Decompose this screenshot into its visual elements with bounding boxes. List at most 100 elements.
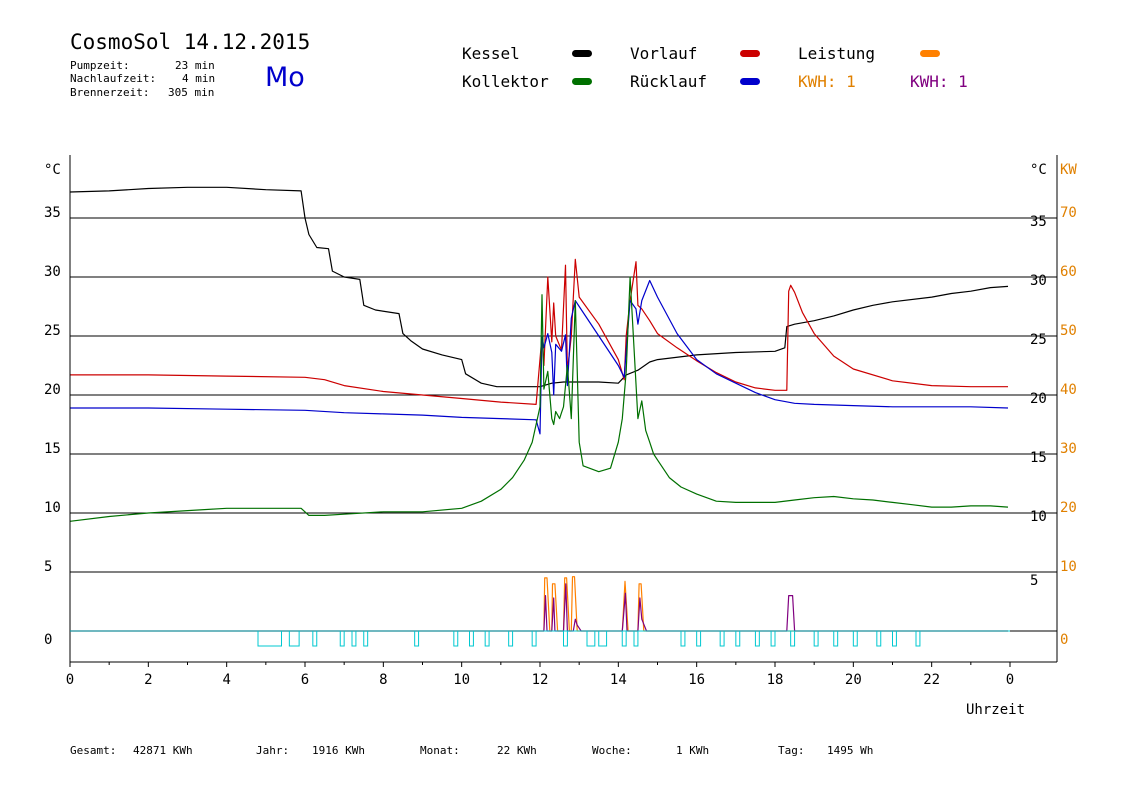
pump-pulse (735, 630, 741, 647)
pump-pulse (833, 630, 839, 647)
legend-kessel-swatch (572, 50, 592, 57)
pump-pulse (469, 630, 474, 647)
y-tick-label-left: 35 (44, 205, 61, 221)
pump-pulse (876, 630, 882, 647)
pump-pulse (719, 630, 725, 647)
chart-series (69, 186, 1009, 647)
y-tick-label-kw: 20 (1060, 500, 1077, 516)
series-line-kollektor (69, 276, 1009, 522)
y-tick-label-right: 30 (1030, 273, 1047, 289)
pump-pulse (288, 630, 300, 647)
footer-jahr-value: 1916 KWh (312, 744, 365, 757)
pumpzeit-label: Pumpzeit: (70, 59, 130, 72)
x-tick-label: 22 (923, 672, 940, 688)
pump-pulse (633, 630, 639, 647)
legend-kollektor-label: Kollektor (462, 72, 549, 91)
pump-pulse (339, 630, 345, 647)
y-axis-label-kw: KW (1060, 162, 1077, 178)
footer-tag-label: Tag: (778, 744, 805, 757)
page-title: CosmoSol 14.12.2015 (70, 30, 311, 54)
footer-gesamt-value: 42871 KWh (133, 744, 193, 757)
legend-leistung-swatch (920, 50, 940, 57)
x-tick-label: 16 (688, 672, 705, 688)
y-tick-label-kw: 70 (1060, 205, 1077, 221)
legend-ruecklauf-swatch (740, 78, 760, 85)
x-tick-label: 18 (767, 672, 784, 688)
pump-pulse (915, 630, 921, 647)
footer-monat-label: Monat: (420, 744, 460, 757)
series-line-vorlauf (70, 258, 1008, 405)
x-tick-label: 14 (610, 672, 627, 688)
pump-pulse (312, 630, 318, 647)
pump-pulse (813, 630, 819, 647)
legend-kwh1-label: KWH: 1 (798, 72, 856, 91)
footer-woche-label: Woche: (592, 744, 632, 757)
y-tick-label-right: 5 (1030, 573, 1038, 589)
pump-pulse (484, 630, 490, 647)
legend-kwh2-label: KWH: 1 (910, 72, 968, 91)
pump-pulse (598, 630, 608, 647)
pump-pulse (696, 630, 702, 647)
pump-pulse (892, 630, 897, 647)
legend-ruecklauf-label: Rücklauf (630, 72, 708, 91)
footer-woche-value: 1 KWh (676, 744, 710, 757)
legend-leistung-label: Leistung (798, 44, 876, 63)
nachlauf-value: 4 min (182, 72, 216, 85)
series-line-kessel (69, 186, 1009, 388)
x-tick-label: 6 (301, 672, 309, 688)
y-tick-label-left: 30 (44, 264, 61, 280)
footer-gesamt-label: Gesamt: (70, 744, 117, 757)
x-tick-label: 4 (222, 672, 230, 688)
y-tick-label-left: 0 (44, 632, 52, 648)
pump-pulse (351, 630, 357, 647)
weekday-label: Mo (265, 62, 305, 93)
y-tick-label-right: 10 (1030, 509, 1047, 525)
pump-pulse (453, 630, 459, 647)
nachlauf-label: Nachlaufzeit: (70, 72, 157, 85)
legend-vorlauf-label: Vorlauf (630, 44, 698, 63)
brenner-value: 305 min (168, 86, 215, 99)
y-tick-label-left: 15 (44, 441, 61, 457)
series-line-ruecklauf (70, 279, 1009, 435)
y-tick-label-right: 25 (1030, 332, 1047, 348)
pump-pulse (531, 630, 537, 647)
footer-jahr-label: Jahr: (256, 744, 290, 757)
x-axis-label: Uhrzeit (966, 702, 1025, 718)
y-axis-label-left: °C (44, 162, 61, 178)
series-line-leistung (70, 576, 1008, 632)
series-line-kwh (70, 583, 1008, 632)
y-tick-label-kw: 0 (1060, 632, 1068, 648)
x-tick-label: 20 (845, 672, 862, 688)
y-tick-label-kw: 10 (1060, 559, 1077, 575)
y-tick-label-kw: 60 (1060, 264, 1077, 280)
y-tick-label-kw: 40 (1060, 382, 1077, 398)
x-tick-label: 0 (66, 672, 74, 688)
x-tick-label: 0 (1006, 672, 1014, 688)
legend-vorlauf-swatch (740, 50, 760, 57)
pump-pulse (770, 630, 776, 647)
y-tick-label-left: 5 (44, 559, 52, 575)
y-tick-label-left: 20 (44, 382, 61, 398)
chart-grid (70, 217, 1057, 573)
footer-tag-value: 1495 Wh (827, 744, 874, 757)
y-tick-label-kw: 30 (1060, 441, 1077, 457)
pump-pulse (852, 630, 858, 647)
y-tick-label-left: 25 (44, 323, 61, 339)
pump-pulse (586, 630, 596, 647)
chart-axes (69, 155, 1058, 667)
legend-kessel-label: Kessel (462, 44, 520, 63)
brenner-label: Brennerzeit: (70, 86, 150, 99)
y-tick-label-kw: 50 (1060, 323, 1077, 339)
x-tick-label: 2 (144, 672, 152, 688)
pump-pulse (563, 630, 568, 647)
footer-monat-value: 22 KWh (497, 744, 537, 757)
pump-pulse (414, 630, 420, 647)
x-tick-label: 10 (453, 672, 470, 688)
pump-pulse (257, 630, 282, 647)
pump-pulse (363, 630, 369, 647)
pumpzeit-value: 23 min (175, 59, 215, 72)
pump-pulse (621, 630, 627, 647)
y-tick-label-right: 35 (1030, 214, 1047, 230)
y-tick-label-right: 15 (1030, 450, 1047, 466)
